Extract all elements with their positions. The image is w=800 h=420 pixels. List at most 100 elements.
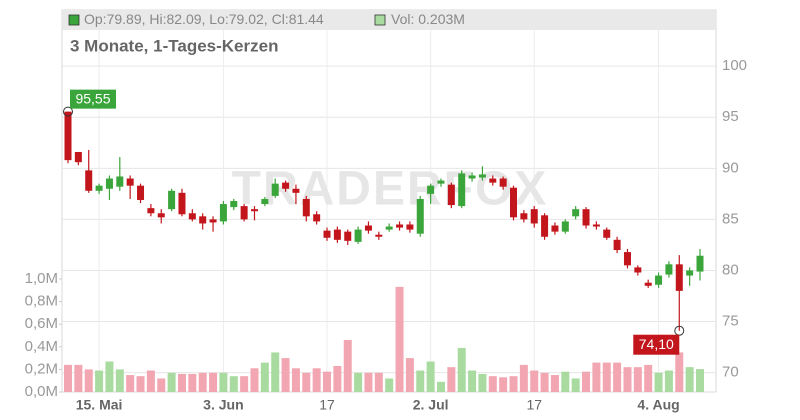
candle-body [240,206,248,220]
volume-layer [64,286,704,392]
volume-bar [395,286,404,392]
volume-bar [333,366,342,392]
volume-bar [291,368,300,392]
volume-bar [602,362,611,392]
y2-tick-label: 0,6M [25,315,58,332]
x-tick-label: 4. Aug [637,397,679,413]
candle-body [385,226,393,230]
candle-body [64,111,72,161]
candle-body [85,170,93,191]
volume-bar [436,381,445,392]
annotations: 95,55 74,10 [63,89,685,355]
candle-body [437,180,445,184]
candle-body [364,225,372,231]
volume-bar [126,375,135,392]
volume-bar [561,371,570,392]
volume-bar [509,376,518,392]
candle-body [406,224,414,230]
min-label: 74,10 [639,336,674,352]
volume-bar [592,362,601,392]
candle-body [375,234,383,237]
x-tick-label: 2. Jul [413,397,449,413]
x-tick-label: 17 [526,397,542,413]
volume-bar [136,376,145,392]
candle-body [199,216,207,224]
candle-body [137,185,145,200]
candle-body [105,178,113,189]
axes: 70 75 80 85 90 95 100 0,0M 0,2M 0,4M 0,6M 0,8M 1,0M 1… [25,57,747,413]
candle-body [313,214,321,222]
volume-bar [323,371,332,392]
y2-tick-label: 0,0M [25,383,58,400]
candle-body [675,264,683,291]
candle-body [188,213,196,220]
candle-body [582,209,590,226]
volume-bar [654,372,663,392]
candle-body [116,176,124,187]
volume-bar [519,364,528,392]
candle-body [333,229,341,240]
volume-bar [696,369,704,392]
volume-bar [167,372,176,392]
volume-bar [540,372,549,392]
volume-bar [209,372,218,392]
candle-body [396,224,404,228]
volume-bar [250,368,259,392]
candle-body [665,264,673,275]
max-label-box [70,89,116,109]
candle-body [530,209,538,224]
candle-body [613,239,621,251]
header-bar [62,10,716,30]
y-tick-label: 90 [722,159,739,176]
volume-bar [260,362,269,392]
candle-body [551,225,559,232]
candle-body [74,151,82,163]
volume-bar [550,375,559,392]
y2-tick-label: 1,0M [25,270,58,287]
volume-bar [157,378,166,392]
y-tick-label: 75 [722,312,739,329]
volume-bar [623,367,632,392]
volume-bar [84,369,93,392]
legend-swatch [68,14,80,26]
candle-body [541,215,549,237]
watermark: TRADERFOX [232,163,549,216]
volume-bar [457,347,466,392]
candle-body [344,231,352,241]
volume-bar [385,378,394,392]
candle-body [354,229,362,242]
candle-body [489,178,497,183]
volume-bar [488,376,497,392]
candle-body [178,192,186,215]
y2-tick-label: 0,2M [25,360,58,377]
volume-bar [219,372,228,392]
max-label: 95,55 [75,90,110,106]
volume-bar [198,372,207,392]
volume-bar [343,340,352,392]
candle-body [696,255,704,272]
candle-body [416,198,424,234]
candle-body [520,213,528,220]
candle-body [219,204,227,222]
volume-bar [613,362,622,392]
volume-bar [416,370,425,392]
candle-body [282,182,290,189]
max-marker [63,106,73,117]
volume-bar [426,361,435,392]
candle-body [623,252,631,266]
candle-body [655,275,663,285]
candle-body [95,185,103,191]
volume-bar [468,370,477,392]
y-tick-label: 100 [722,57,747,74]
volume-bar [240,376,249,392]
candle-body [447,184,455,206]
volume-bar [364,372,373,392]
candle-body [644,282,652,286]
volume-bar [74,364,83,392]
candle-body [499,178,507,187]
volume-bar [354,372,363,392]
volume-bar [146,370,155,392]
volume-bar [447,367,456,392]
volume-bar [95,370,104,392]
subtitle: 3 Monate, 1-Tages-Kerzen [70,36,278,55]
